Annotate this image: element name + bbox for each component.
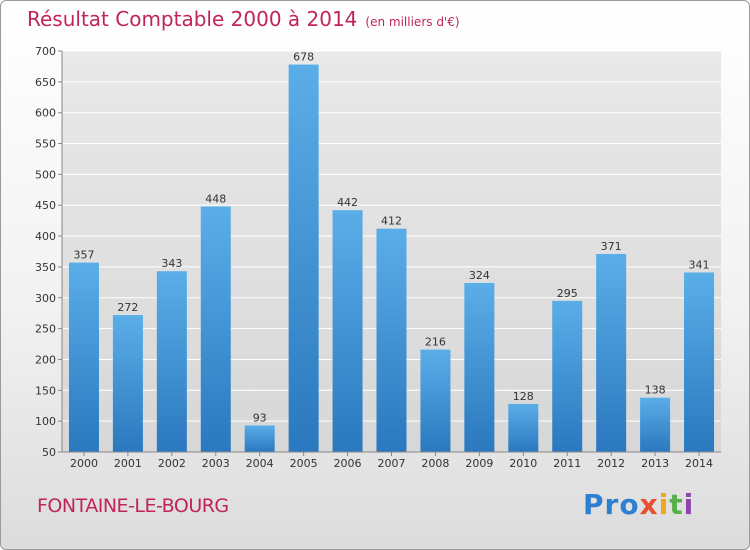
x-tick-label: 2001 <box>114 457 142 470</box>
logo-part-3: i <box>658 488 670 521</box>
bar <box>200 206 231 452</box>
logo-part-4: t <box>669 488 684 521</box>
bar <box>332 210 363 452</box>
bar <box>596 253 627 452</box>
bar-value-label: 678 <box>293 51 314 64</box>
bar <box>376 228 407 452</box>
logo-part-2: x <box>639 488 659 521</box>
y-tick-label: 650 <box>35 76 56 89</box>
bar <box>640 397 671 452</box>
chart-title: Résultat Comptable 2000 à 2014 (en millie… <box>27 7 460 31</box>
y-tick-label: 700 <box>35 45 56 58</box>
y-tick-label: 150 <box>35 384 56 397</box>
y-tick-label: 350 <box>35 261 56 274</box>
bar-value-label: 138 <box>645 384 666 397</box>
bar-value-label: 343 <box>161 257 182 270</box>
x-tick-label: 2003 <box>202 457 230 470</box>
bar-value-label: 371 <box>601 240 622 253</box>
bar-value-label: 442 <box>337 196 358 209</box>
x-tick-label: 2006 <box>334 457 362 470</box>
data-labels: 357 272 343 448 93 678 442 412 216 324 128 295 371 13… <box>73 51 709 425</box>
bars <box>68 64 715 452</box>
y-tick-label: 500 <box>35 168 56 181</box>
bar <box>552 300 583 452</box>
bar-value-label: 357 <box>73 249 94 262</box>
bar <box>464 282 495 452</box>
x-tick-label: 2009 <box>465 457 493 470</box>
y-tick-label: 200 <box>35 353 56 366</box>
bar <box>156 271 187 452</box>
x-tick-label: 2004 <box>246 457 274 470</box>
x-tick-label: 2010 <box>509 457 537 470</box>
x-tick-label: 2012 <box>597 457 625 470</box>
x-tick-label: 2014 <box>685 457 713 470</box>
logo-part-5: i <box>683 488 695 521</box>
y-tick-label: 100 <box>35 415 56 428</box>
bar-value-label: 341 <box>689 258 710 271</box>
chart-title-text: Résultat Comptable 2000 à 2014 <box>27 7 358 31</box>
bar-value-label: 272 <box>117 301 138 314</box>
bar-value-label: 93 <box>253 411 267 424</box>
commune-name: FONTAINE-LE-BOURG <box>37 495 229 517</box>
bar-value-label: 216 <box>425 336 446 349</box>
bar <box>112 315 143 452</box>
x-tick-label: 2011 <box>553 457 581 470</box>
x-axis-ticks: 2000 2001 2002 2003 2004 2005 2006 2007 2008 2009… <box>70 452 713 470</box>
bar <box>508 403 539 452</box>
bar <box>68 262 99 452</box>
bar <box>420 349 451 452</box>
x-tick-label: 2005 <box>290 457 318 470</box>
bar <box>684 272 715 452</box>
x-tick-label: 2007 <box>378 457 406 470</box>
x-tick-label: 2002 <box>158 457 186 470</box>
bar-value-label: 412 <box>381 215 402 228</box>
x-tick-label: 2000 <box>70 457 98 470</box>
bar <box>288 64 319 452</box>
y-tick-label: 600 <box>35 107 56 120</box>
y-tick-label: 50 <box>42 446 56 459</box>
proxiti-logo: Proxiti <box>583 488 694 521</box>
bar-value-label: 128 <box>513 390 534 403</box>
bar-value-label: 324 <box>469 269 490 282</box>
bar <box>244 425 275 452</box>
chart-subtitle: (en milliers d'€) <box>365 15 460 29</box>
bar-value-label: 448 <box>205 192 226 205</box>
y-tick-label: 550 <box>35 138 56 151</box>
x-tick-label: 2013 <box>641 457 669 470</box>
bar-value-label: 295 <box>557 287 578 300</box>
logo-part-1: Pro <box>583 488 640 521</box>
y-tick-label: 450 <box>35 199 56 212</box>
x-tick-label: 2008 <box>421 457 449 470</box>
y-tick-label: 400 <box>35 230 56 243</box>
y-tick-label: 300 <box>35 292 56 305</box>
y-axis-ticks: 50 100 150 200 250 300 350 400 450 500 550 600 650 70… <box>35 45 62 459</box>
y-tick-label: 250 <box>35 323 56 336</box>
